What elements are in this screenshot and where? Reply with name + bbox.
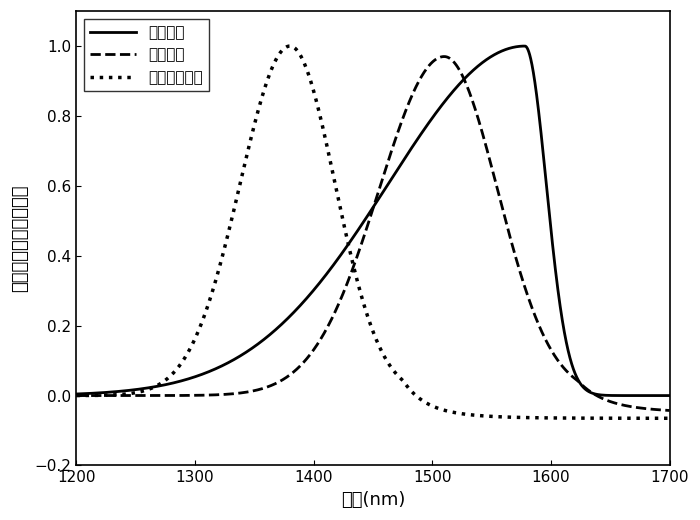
- 调制器区: [108, 393, 116, 399]
- 调制器区: [72, 393, 80, 399]
- 调制器区: [634, 405, 643, 411]
- 调制器区: [440, 54, 449, 60]
- 调制器区: [666, 407, 674, 413]
- 调制器区: [97, 393, 105, 399]
- Line: 放大器区: 放大器区: [76, 46, 670, 396]
- Line: 调制器区: 调制器区: [76, 57, 670, 410]
- Y-axis label: 相对强度（任意单位）: 相对强度（任意单位）: [11, 185, 29, 292]
- 放大器区: [666, 393, 674, 399]
- 模斌转换器区: [634, 415, 643, 421]
- 模斌转换器区: [363, 309, 371, 316]
- Legend: 放大器区, 调制器区, 模斌转换器区: 放大器区, 调制器区, 模斌转换器区: [84, 19, 209, 91]
- 模斌转换器区: [108, 392, 116, 398]
- 放大器区: [108, 389, 116, 395]
- 模斌转换器区: [286, 43, 294, 49]
- 放大器区: [634, 393, 643, 399]
- Line: 模斌转换器区: 模斌转换器区: [76, 46, 670, 418]
- 模斌转换器区: [75, 393, 83, 399]
- 放大器区: [362, 214, 370, 220]
- 放大器区: [75, 391, 83, 397]
- 放大器区: [188, 374, 197, 381]
- 放大器区: [72, 391, 80, 397]
- 调制器区: [188, 392, 197, 398]
- X-axis label: 波长(nm): 波长(nm): [341, 491, 405, 509]
- 模斌转换器区: [188, 341, 197, 347]
- 调制器区: [362, 226, 370, 232]
- 放大器区: [97, 389, 105, 396]
- 放大器区: [521, 43, 529, 49]
- 调制器区: [75, 393, 83, 399]
- 模斌转换器区: [97, 392, 105, 398]
- 模斌转换器区: [666, 415, 674, 421]
- 模斌转换器区: [72, 393, 80, 399]
